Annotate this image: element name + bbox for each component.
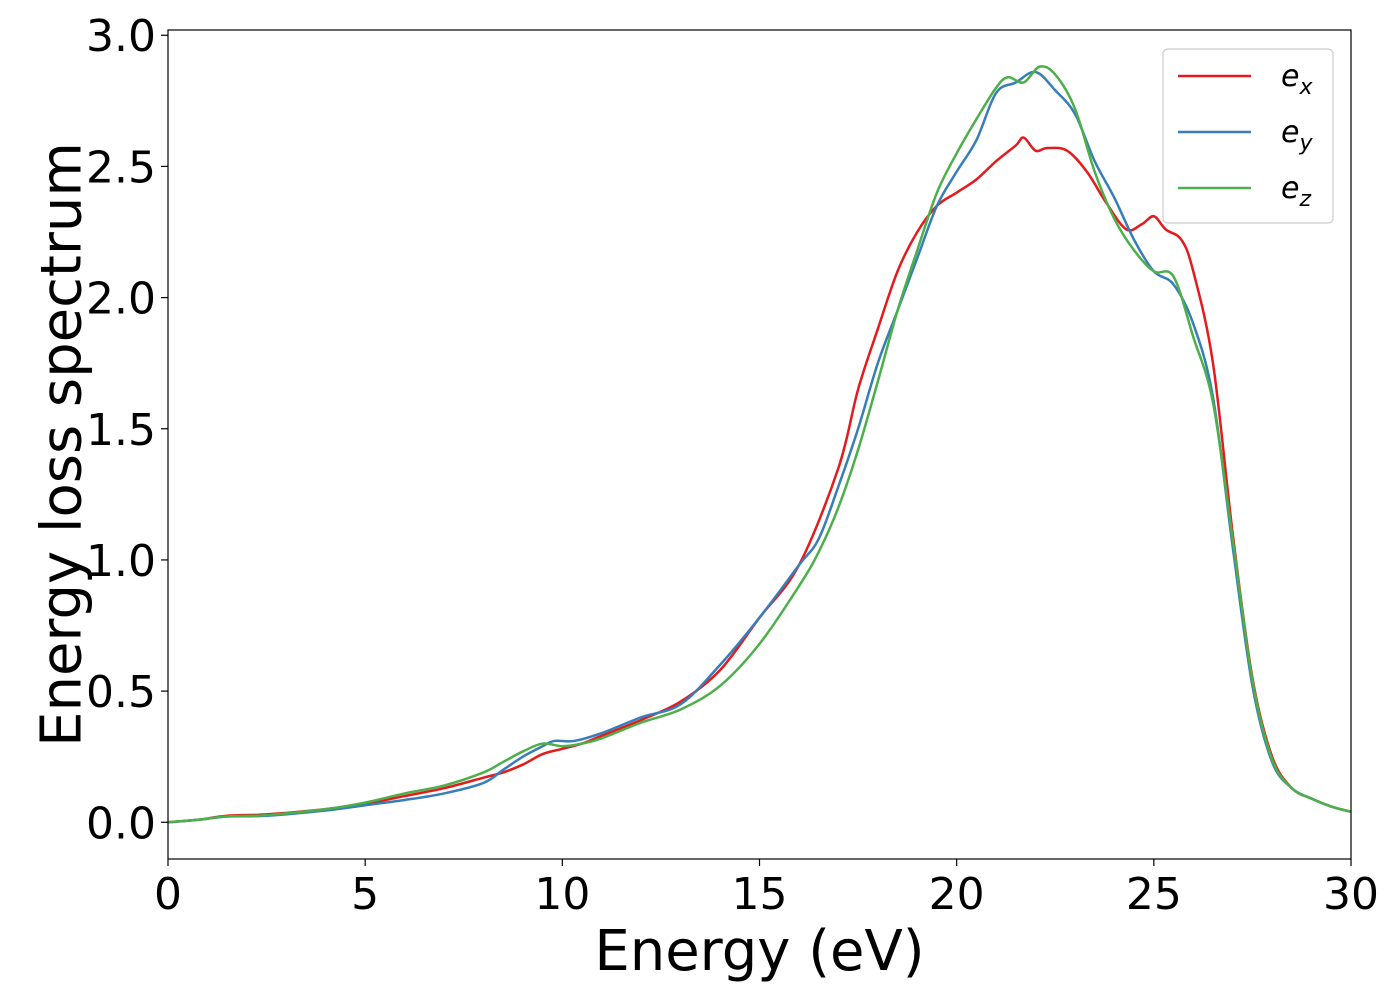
y-tick-label: 1.0: [86, 536, 156, 587]
x-tick-label: 15: [732, 869, 788, 920]
y-axis-title: Energy loss spectrum: [30, 142, 95, 747]
series-layer: [168, 65, 1351, 824]
legend-label: ex: [1281, 59, 1313, 100]
x-tick-label: 30: [1323, 869, 1379, 920]
plot-area: [168, 30, 1351, 859]
x-tick-label: 25: [1126, 869, 1182, 920]
y-tick-label: 2.0: [86, 274, 156, 325]
legend-label: ey: [1281, 115, 1313, 156]
x-tick-label: 5: [351, 869, 379, 920]
legend-label: ez: [1281, 171, 1311, 212]
x-tick-label: 20: [929, 869, 985, 920]
legend: ex ey ez: [1162, 48, 1334, 224]
y-tick-label: 2.5: [86, 142, 156, 193]
legend-box: [1162, 48, 1334, 224]
x-axis: 0 5 10 15 20 25 30: [154, 859, 1379, 920]
y-tick-label: 0.0: [86, 798, 156, 849]
y-tick-label: 3.0: [86, 11, 156, 62]
x-tick-label: 10: [534, 869, 590, 920]
y-axis: 0.0 0.5 1.0 1.5 2.0 2.5 3.0: [86, 11, 168, 849]
x-axis-title: Energy (eV): [594, 919, 924, 984]
series-line-e-z: [168, 65, 1351, 824]
x-tick-label: 0: [154, 869, 182, 920]
y-tick-label: 1.5: [86, 405, 156, 456]
y-tick-label: 0.5: [86, 667, 156, 718]
